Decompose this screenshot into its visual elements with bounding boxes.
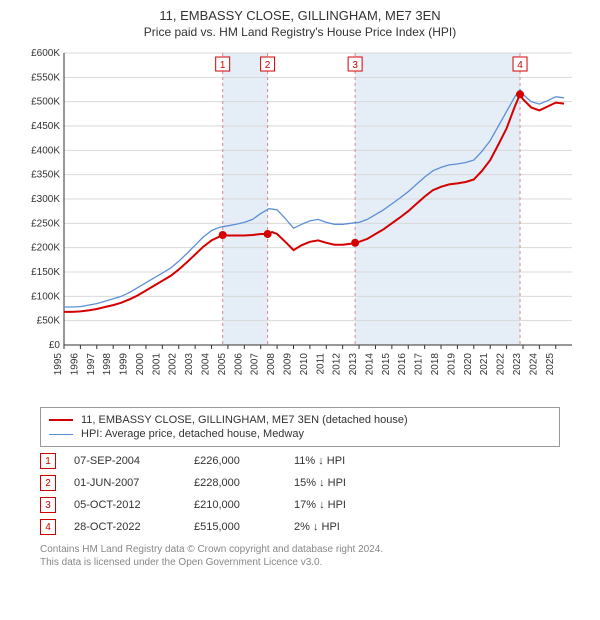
svg-text:£200K: £200K <box>31 243 60 254</box>
sale-date: 01-JUN-2007 <box>74 477 194 489</box>
sale-delta: 11% ↓ HPI <box>294 455 404 467</box>
sale-delta: 15% ↓ HPI <box>294 477 404 489</box>
svg-text:£500K: £500K <box>31 97 60 108</box>
svg-text:2007: 2007 <box>250 353 261 376</box>
svg-text:2004: 2004 <box>201 353 212 376</box>
table-row: 3 05-OCT-2012£210,00017% ↓ HPI <box>40 497 560 513</box>
sale-date: 28-OCT-2022 <box>74 521 194 533</box>
svg-text:2003: 2003 <box>184 353 195 376</box>
svg-text:£150K: £150K <box>31 267 60 278</box>
svg-text:2013: 2013 <box>348 353 359 376</box>
sale-price: £515,000 <box>194 521 294 533</box>
legend-label: 11, EMBASSY CLOSE, GILLINGHAM, ME7 3EN (… <box>81 414 408 426</box>
svg-text:2025: 2025 <box>545 353 556 376</box>
table-row: 2 01-JUN-2007£228,00015% ↓ HPI <box>40 475 560 491</box>
svg-text:2001: 2001 <box>151 353 162 376</box>
sales-table: 1 07-SEP-2004£226,00011% ↓ HPI 2 01-JUN-200… <box>40 453 560 535</box>
sale-marker-box: 4 <box>40 519 56 535</box>
sale-marker-box: 3 <box>40 497 56 513</box>
legend-swatch <box>49 434 73 435</box>
sale-marker-box: 2 <box>40 475 56 491</box>
page-title: 11, EMBASSY CLOSE, GILLINGHAM, ME7 3EN <box>10 8 590 23</box>
svg-text:3: 3 <box>352 60 358 71</box>
sale-price: £226,000 <box>194 455 294 467</box>
svg-text:2024: 2024 <box>528 353 539 376</box>
svg-text:1999: 1999 <box>119 353 130 376</box>
svg-text:2008: 2008 <box>266 353 277 376</box>
svg-text:4: 4 <box>517 60 523 71</box>
svg-text:£50K: £50K <box>37 316 61 327</box>
svg-text:£600K: £600K <box>31 48 60 59</box>
sale-date: 07-SEP-2004 <box>74 455 194 467</box>
svg-text:2022: 2022 <box>496 353 507 376</box>
svg-text:2012: 2012 <box>332 353 343 376</box>
svg-text:£300K: £300K <box>31 194 60 205</box>
svg-text:2023: 2023 <box>512 353 523 376</box>
svg-text:2017: 2017 <box>414 353 425 376</box>
legend-item: 11, EMBASSY CLOSE, GILLINGHAM, ME7 3EN (… <box>49 414 551 426</box>
svg-text:£100K: £100K <box>31 291 60 302</box>
svg-text:2021: 2021 <box>479 353 490 376</box>
sale-date: 05-OCT-2012 <box>74 499 194 511</box>
svg-text:1997: 1997 <box>86 353 97 376</box>
svg-text:2014: 2014 <box>364 353 375 376</box>
svg-text:£550K: £550K <box>31 72 60 83</box>
svg-text:2002: 2002 <box>168 353 179 376</box>
svg-text:2006: 2006 <box>233 353 244 376</box>
legend-item: HPI: Average price, detached house, Medw… <box>49 428 551 440</box>
svg-text:£400K: £400K <box>31 145 60 156</box>
svg-text:£450K: £450K <box>31 121 60 132</box>
svg-text:2015: 2015 <box>381 353 392 376</box>
svg-text:2005: 2005 <box>217 353 228 376</box>
sale-delta: 17% ↓ HPI <box>294 499 404 511</box>
footnote-line: Contains HM Land Registry data © Crown c… <box>40 543 560 556</box>
table-row: 4 28-OCT-2022£515,0002% ↓ HPI <box>40 519 560 535</box>
sale-delta: 2% ↓ HPI <box>294 521 404 533</box>
svg-text:£350K: £350K <box>31 170 60 181</box>
page-subtitle: Price paid vs. HM Land Registry's House … <box>10 25 590 39</box>
price-chart: £0 £50K £100K £150K £200K £250K £300K £350K £400… <box>20 47 580 397</box>
svg-text:2010: 2010 <box>299 353 310 376</box>
svg-text:£250K: £250K <box>31 218 60 229</box>
footnote-line: This data is licensed under the Open Gov… <box>40 556 560 569</box>
svg-text:2000: 2000 <box>135 353 146 376</box>
svg-text:2011: 2011 <box>315 353 326 375</box>
svg-text:1998: 1998 <box>102 353 113 376</box>
svg-text:2019: 2019 <box>446 353 457 376</box>
svg-text:£0: £0 <box>49 340 61 351</box>
svg-text:2: 2 <box>265 60 271 71</box>
chart-svg: £0 £50K £100K £150K £200K £250K £300K £350K £400… <box>20 47 580 397</box>
table-row: 1 07-SEP-2004£226,00011% ↓ HPI <box>40 453 560 469</box>
svg-text:2016: 2016 <box>397 353 408 376</box>
legend-label: HPI: Average price, detached house, Medw… <box>81 428 304 440</box>
svg-text:2018: 2018 <box>430 353 441 376</box>
sale-price: £210,000 <box>194 499 294 511</box>
svg-text:1: 1 <box>220 60 226 71</box>
svg-text:1996: 1996 <box>69 353 80 376</box>
sale-price: £228,000 <box>194 477 294 489</box>
svg-text:1995: 1995 <box>53 353 64 376</box>
svg-text:2009: 2009 <box>282 353 293 376</box>
legend: 11, EMBASSY CLOSE, GILLINGHAM, ME7 3EN (… <box>40 407 560 447</box>
sale-marker-box: 1 <box>40 453 56 469</box>
svg-text:2020: 2020 <box>463 353 474 376</box>
legend-swatch <box>49 419 73 421</box>
footnote: Contains HM Land Registry data © Crown c… <box>40 543 560 569</box>
